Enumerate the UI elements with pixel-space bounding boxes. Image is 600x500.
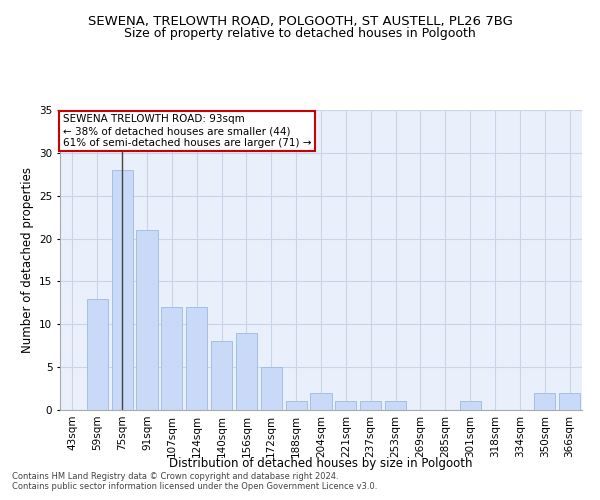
Bar [310,393,332,410]
Bar [360,402,381,410]
Bar [385,402,406,410]
Bar [211,342,232,410]
Bar [460,402,481,410]
Text: Contains public sector information licensed under the Open Government Licence v3: Contains public sector information licen… [12,482,377,491]
Bar [186,307,207,410]
Text: Size of property relative to detached houses in Polgooth: Size of property relative to detached ho… [124,28,476,40]
Text: Distribution of detached houses by size in Polgooth: Distribution of detached houses by size … [169,458,473,470]
Bar [261,367,282,410]
Text: SEWENA TRELOWTH ROAD: 93sqm
← 38% of detached houses are smaller (44)
61% of sem: SEWENA TRELOWTH ROAD: 93sqm ← 38% of det… [62,114,311,148]
Bar [87,298,108,410]
Bar [286,402,307,410]
Bar [112,170,133,410]
Bar [534,393,555,410]
Text: SEWENA, TRELOWTH ROAD, POLGOOTH, ST AUSTELL, PL26 7BG: SEWENA, TRELOWTH ROAD, POLGOOTH, ST AUST… [88,15,512,28]
Bar [335,402,356,410]
Y-axis label: Number of detached properties: Number of detached properties [20,167,34,353]
Bar [236,333,257,410]
Bar [161,307,182,410]
Text: Contains HM Land Registry data © Crown copyright and database right 2024.: Contains HM Land Registry data © Crown c… [12,472,338,481]
Bar [136,230,158,410]
Bar [559,393,580,410]
